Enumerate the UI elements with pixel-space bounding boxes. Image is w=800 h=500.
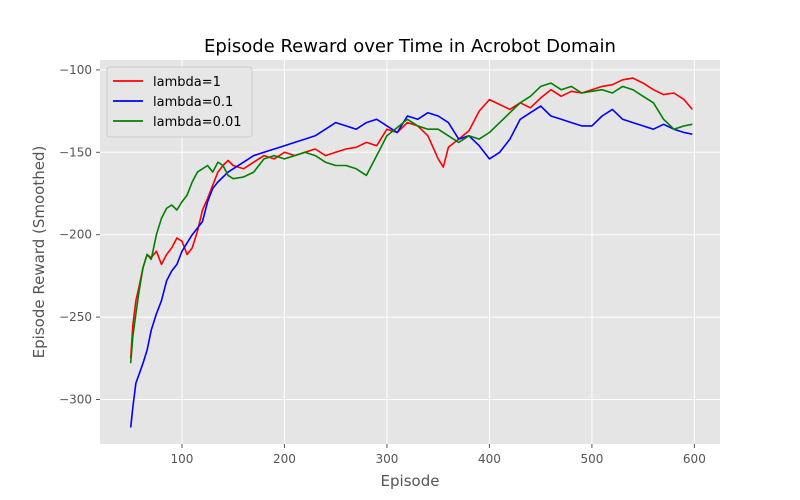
- axis-ticks: 100 200 300 400 500 600 −300 −250 −200 −150 −100: [59, 63, 706, 466]
- series-line-3: [129, 82, 693, 364]
- legend-label: lambda=0.1: [153, 95, 233, 110]
- y-tick-label: −150: [59, 145, 92, 159]
- x-tick-label: 400: [478, 452, 501, 466]
- chart-title: Episode Reward over Time in Acrobot Doma…: [204, 36, 616, 57]
- legend-label: lambda=1: [153, 75, 221, 90]
- series-line-2: [129, 105, 693, 428]
- x-tick-label: 600: [683, 452, 706, 466]
- legend-box: [106, 66, 253, 138]
- series-line-1: [129, 77, 693, 359]
- y-axis-label: Episode Reward (Smoothed): [30, 146, 48, 359]
- y-tick-label: −300: [59, 393, 92, 407]
- series-group: [129, 77, 693, 428]
- x-tick-label: 100: [171, 452, 194, 466]
- y-tick-label: −100: [59, 63, 92, 77]
- x-tick-label: 500: [580, 452, 603, 466]
- y-tick-label: −250: [59, 310, 92, 324]
- x-tick-label: 200: [273, 452, 296, 466]
- y-tick-label: −200: [59, 228, 92, 242]
- grid: [100, 60, 720, 444]
- legend: lambda=1 lambda=0.1 lambda=0.01: [106, 66, 253, 138]
- legend-label: lambda=0.01: [153, 115, 242, 130]
- x-tick-label: 300: [375, 452, 398, 466]
- x-axis-label: Episode: [381, 472, 440, 490]
